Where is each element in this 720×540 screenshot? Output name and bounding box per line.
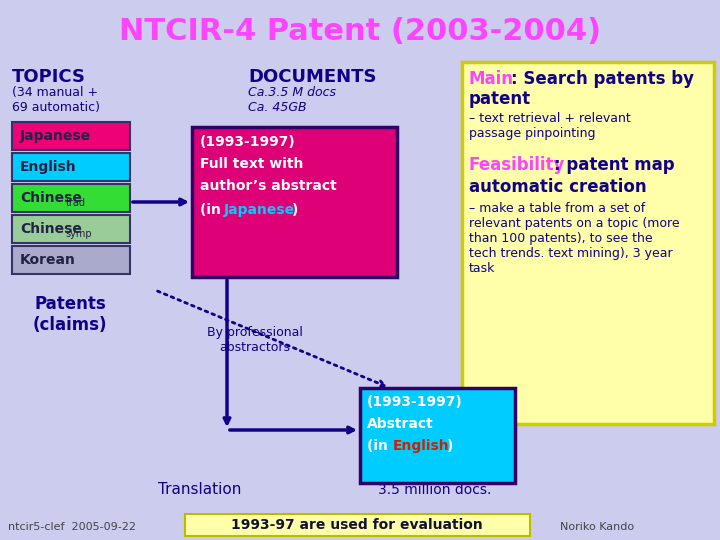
Text: TOPICS: TOPICS	[12, 68, 86, 86]
Text: ): )	[447, 439, 454, 453]
FancyBboxPatch shape	[462, 62, 714, 424]
Text: automatic creation: automatic creation	[469, 178, 647, 196]
FancyBboxPatch shape	[12, 153, 130, 181]
Text: English: English	[20, 160, 76, 174]
Text: Full text with: Full text with	[200, 157, 303, 171]
Text: Translation: Translation	[158, 483, 242, 497]
Text: Patents
(claims): Patents (claims)	[32, 295, 107, 334]
Text: (1993-1997): (1993-1997)	[367, 395, 463, 409]
Text: (1993-1997): (1993-1997)	[200, 135, 296, 149]
Text: – make a table from a set of
relevant patents on a topic (more
than 100 patents): – make a table from a set of relevant pa…	[469, 202, 680, 275]
Text: Ca.3.5 M docs
Ca. 45GB: Ca.3.5 M docs Ca. 45GB	[248, 86, 336, 114]
Text: By professional
abstractors: By professional abstractors	[207, 326, 303, 354]
FancyBboxPatch shape	[360, 388, 515, 483]
Text: 1993-97 are used for evaluation: 1993-97 are used for evaluation	[231, 518, 483, 532]
Text: symp: symp	[66, 229, 92, 239]
Text: trad: trad	[66, 198, 86, 208]
FancyBboxPatch shape	[185, 514, 530, 536]
Text: Japanese: Japanese	[20, 129, 91, 143]
Text: – text retrieval + relevant
passage pinpointing: – text retrieval + relevant passage pinp…	[469, 112, 631, 140]
Text: Feasibility: Feasibility	[469, 156, 565, 174]
Text: (34 manual +
69 automatic): (34 manual + 69 automatic)	[12, 86, 100, 114]
Text: patent: patent	[469, 90, 531, 108]
FancyBboxPatch shape	[12, 246, 130, 274]
Text: ): )	[292, 203, 298, 217]
Text: Noriko Kando: Noriko Kando	[560, 522, 634, 532]
Text: Abstract: Abstract	[367, 417, 433, 431]
Text: DOCUMENTS: DOCUMENTS	[248, 68, 377, 86]
Text: English: English	[393, 439, 449, 453]
FancyBboxPatch shape	[12, 215, 130, 243]
Text: NTCIR-4 Patent (2003-2004): NTCIR-4 Patent (2003-2004)	[119, 17, 601, 46]
Text: (in: (in	[367, 439, 392, 453]
FancyBboxPatch shape	[12, 122, 130, 150]
Text: Japanese: Japanese	[224, 203, 295, 217]
Text: Chinese: Chinese	[20, 191, 82, 205]
Text: Korean: Korean	[20, 253, 76, 267]
FancyBboxPatch shape	[12, 184, 130, 212]
Text: author’s abstract: author’s abstract	[200, 179, 337, 193]
Text: Chinese: Chinese	[20, 222, 82, 236]
Text: 3.5 million docs.: 3.5 million docs.	[378, 483, 492, 497]
Text: : patent map: : patent map	[554, 156, 675, 174]
FancyBboxPatch shape	[192, 127, 397, 277]
Text: (in: (in	[200, 203, 226, 217]
Text: : Search patents by: : Search patents by	[511, 70, 694, 88]
Text: ntcir5-clef  2005-09-22: ntcir5-clef 2005-09-22	[8, 522, 136, 532]
Text: Main: Main	[469, 70, 514, 88]
